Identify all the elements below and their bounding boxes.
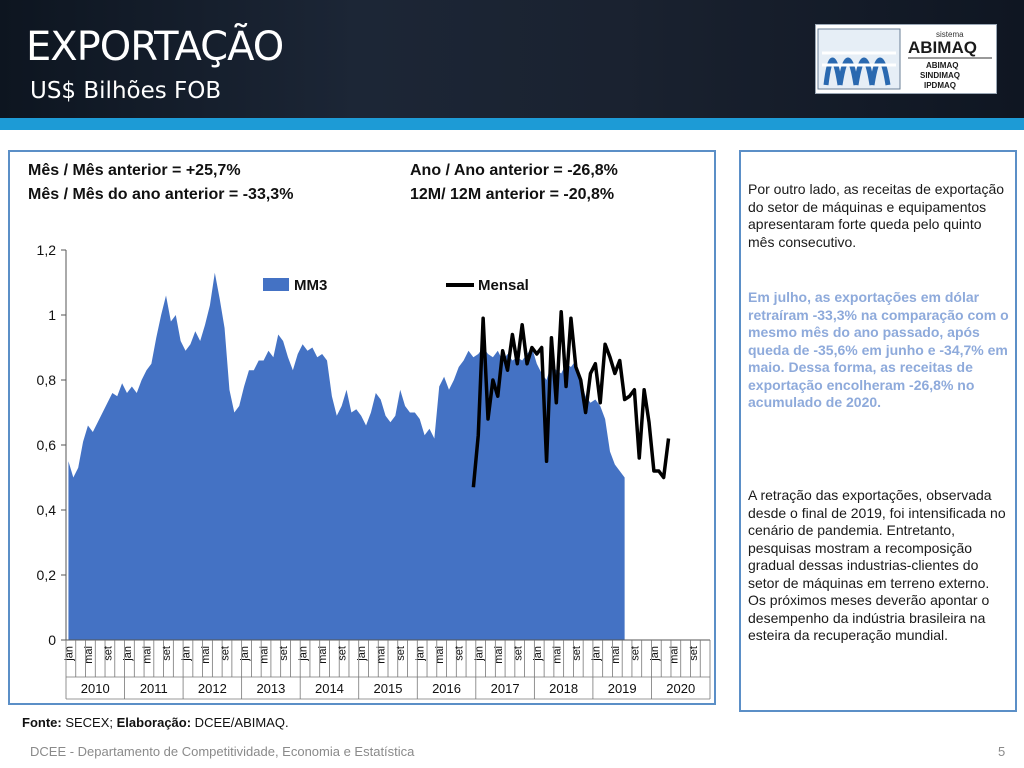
- commentary-paragraph-3: A retração das exportações, observada de…: [748, 487, 1006, 643]
- logo-top-text: sistema: [936, 30, 964, 39]
- logo-brand: ABIMAQ: [908, 38, 977, 57]
- logo-line-1: ABIMAQ: [926, 61, 958, 70]
- page-number: 5: [998, 744, 1006, 759]
- commentary-highlight: Em julho, as exportações em dólar retraí…: [748, 289, 1009, 410]
- logo-line-2: SINDIMAQ: [920, 71, 960, 80]
- stat-year-over-year: Ano / Ano anterior = -26,8%: [410, 162, 618, 179]
- page-subtitle: US$ Bilhões FOB: [30, 78, 222, 104]
- commentary-paragraph-1: Por outro lado, as receitas de exportaçã…: [748, 181, 1005, 250]
- source-note: Fonte: SECEX; Elaboração: DCEE/ABIMAQ.: [22, 715, 289, 730]
- logo-line-3: IPDMAQ: [924, 81, 956, 90]
- stat-month-vs-last-year: Mês / Mês do ano anterior = -33,3%: [28, 186, 294, 203]
- commentary-panel: [739, 150, 1017, 712]
- chart-panel: [8, 150, 716, 705]
- abimaq-logo: sistema ABIMAQ ABIMAQ SINDIMAQ IPDMAQ: [815, 24, 997, 94]
- footer-department: DCEE - Departamento de Competitividade, …: [30, 744, 415, 759]
- page-title: EXPORTAÇÃO: [26, 24, 284, 70]
- abimaq-logo-graphic: sistema ABIMAQ ABIMAQ SINDIMAQ IPDMAQ: [817, 28, 992, 90]
- header-accent-stripe: [0, 118, 1024, 130]
- stat-rolling-12m: 12M/ 12M anterior = -20,8%: [410, 186, 615, 203]
- stat-month-over-month: Mês / Mês anterior = +25,7%: [28, 162, 241, 179]
